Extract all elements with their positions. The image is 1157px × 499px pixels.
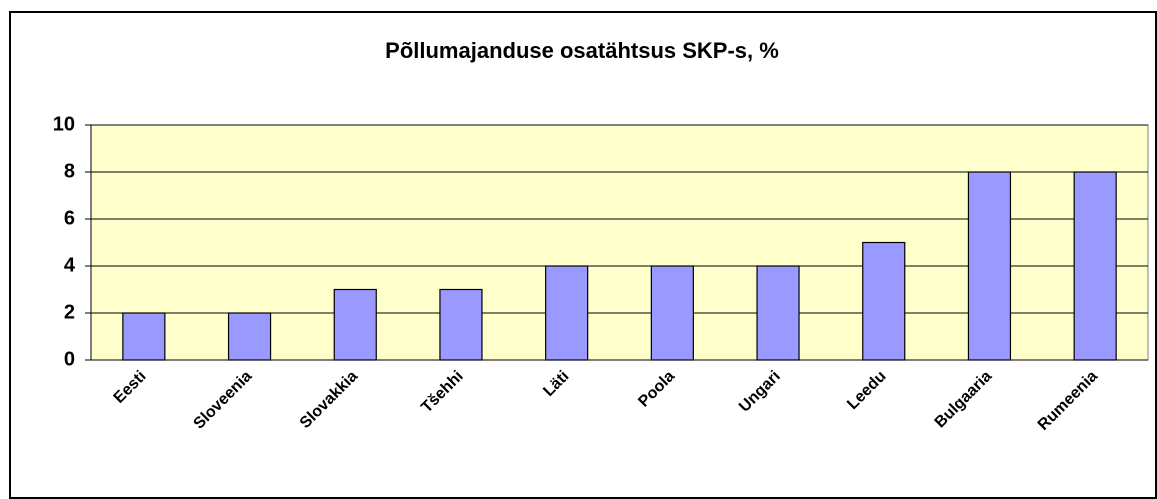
y-tick-label: 4 <box>64 254 76 276</box>
bar <box>227 312 272 361</box>
bar <box>333 288 377 361</box>
bar <box>1073 171 1117 361</box>
bar <box>439 288 483 361</box>
bar <box>545 265 589 361</box>
y-tick-label: 10 <box>53 113 75 135</box>
bar <box>967 171 1012 361</box>
bar <box>756 265 800 361</box>
y-tick-label: 8 <box>64 160 75 182</box>
chart-title: Põllumajanduse osatähtsus SKP-s, % <box>385 38 779 63</box>
y-tick-label: 2 <box>64 301 75 323</box>
bar <box>862 241 906 361</box>
bar <box>122 312 166 361</box>
bar <box>650 265 694 361</box>
y-tick-label: 6 <box>64 207 75 229</box>
y-tick-label: 0 <box>64 348 75 370</box>
